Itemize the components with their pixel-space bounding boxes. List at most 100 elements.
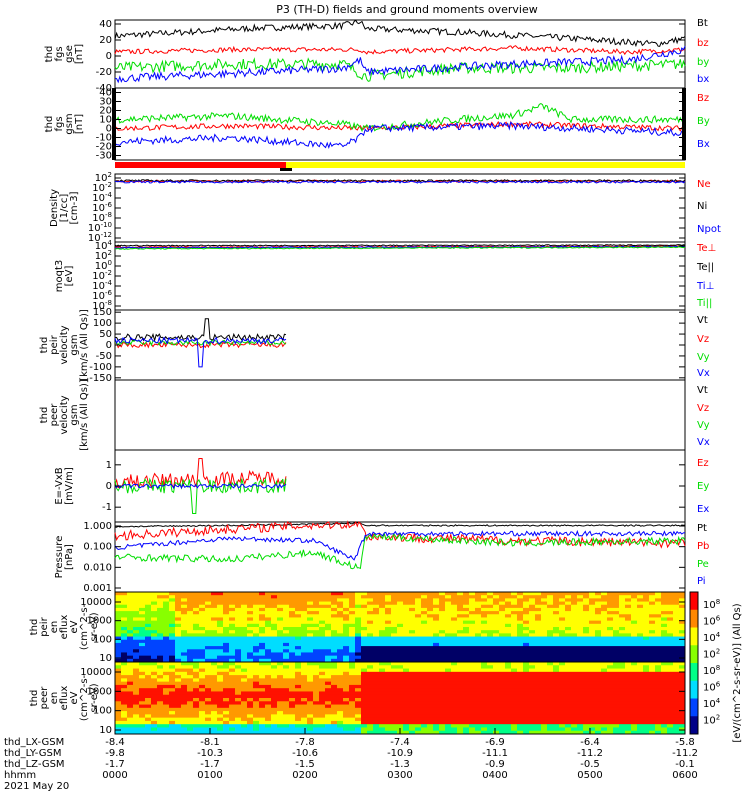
heatmap-cell xyxy=(229,691,236,696)
heatmap-cell xyxy=(325,665,332,670)
heatmap-cell xyxy=(289,707,296,712)
heatmap-cell xyxy=(595,727,602,732)
heatmap-cell xyxy=(271,620,278,625)
heatmap-cell xyxy=(601,595,608,599)
heatmap-cell xyxy=(553,604,560,609)
heatmap-cell xyxy=(199,684,206,689)
heatmap-cell xyxy=(313,620,320,625)
heatmap-cell xyxy=(583,630,590,634)
heatmap-cell xyxy=(301,681,308,686)
heatmap-cell xyxy=(403,658,410,663)
heatmap-cell xyxy=(337,711,344,715)
heatmap-cell xyxy=(523,707,530,712)
heatmap-cell xyxy=(367,698,374,702)
heatmap-cell xyxy=(349,655,356,660)
heatmap-cell xyxy=(511,601,518,606)
heatmap-cell xyxy=(211,614,218,618)
heatmap-cell xyxy=(373,707,380,712)
legend-Ez: Ez xyxy=(697,458,709,469)
heatmap-cell xyxy=(361,655,368,660)
heatmap-cell xyxy=(157,649,164,653)
heatmap-cell xyxy=(313,694,320,699)
heatmap-cell xyxy=(271,714,278,719)
heatmap-cell xyxy=(655,671,662,676)
heatmap-cell xyxy=(121,620,128,625)
heatmap-cell xyxy=(397,701,404,706)
heatmap-cell xyxy=(265,678,272,683)
heatmap-cell xyxy=(391,701,398,706)
heatmap-cell xyxy=(559,636,566,641)
heatmap-cell xyxy=(607,604,614,609)
heatmap-cell xyxy=(277,620,284,625)
heatmap-cell xyxy=(403,681,410,686)
heatmap-cell xyxy=(637,604,644,609)
heatmap-cell xyxy=(511,655,518,660)
heatmap-cell xyxy=(211,698,218,702)
colorbar-tick-exponent: 4 xyxy=(716,697,721,705)
heatmap-cell xyxy=(535,604,542,609)
heatmap-cell xyxy=(523,668,530,673)
heatmap-cell xyxy=(607,662,614,666)
heatmap-cell xyxy=(169,649,176,653)
heatmap-cell xyxy=(553,655,560,660)
heatmap-cell xyxy=(133,668,140,673)
heatmap-cell xyxy=(145,646,152,650)
heatmap-cell xyxy=(667,714,674,719)
heatmap-cell xyxy=(679,627,686,631)
heatmap-cell xyxy=(151,601,158,606)
heatmap-cell xyxy=(535,617,542,622)
heatmap-cell xyxy=(679,671,686,676)
heatmap-cell xyxy=(415,678,422,683)
heatmap-cell xyxy=(643,658,650,663)
heatmap-cell xyxy=(283,655,290,660)
heatmap-cell xyxy=(439,717,446,722)
ylabel-line: sr-eV) xyxy=(89,612,100,641)
heatmap-cell xyxy=(163,646,170,650)
heatmap-cell xyxy=(409,720,416,725)
ylabel-line: [mV/m] xyxy=(64,467,75,505)
ytick-label: -20 xyxy=(96,142,112,153)
heatmap-cell xyxy=(277,611,284,615)
heatmap-cell xyxy=(163,665,170,670)
heatmap-cell xyxy=(379,601,386,606)
heatmap-cell xyxy=(373,604,380,609)
heatmap-cell xyxy=(547,727,554,732)
heatmap-cell xyxy=(577,711,584,715)
heatmap-cell xyxy=(613,707,620,712)
heatmap-cell xyxy=(457,658,464,663)
heatmap-cell xyxy=(139,698,146,702)
heatmap-cell xyxy=(139,601,146,606)
heatmap-cell xyxy=(199,620,206,625)
heatmap-cell xyxy=(343,655,350,660)
heatmap-cell xyxy=(541,727,548,732)
heatmap-cell xyxy=(565,678,572,683)
heatmap-cell xyxy=(283,598,290,603)
heatmap-cell xyxy=(523,639,530,644)
heatmap-cell xyxy=(505,698,512,702)
heatmap-cell xyxy=(517,623,524,628)
heatmap-cell xyxy=(529,720,536,725)
heatmap-cell xyxy=(445,630,452,634)
heatmap-cell xyxy=(655,714,662,719)
heatmap-cell xyxy=(415,649,422,653)
heatmap-cell xyxy=(223,665,230,670)
heatmap-cell xyxy=(259,675,266,679)
heatmap-cell xyxy=(439,727,446,732)
heatmap-cell xyxy=(583,678,590,683)
heatmap-cell xyxy=(571,665,578,670)
heatmap-cell xyxy=(241,658,248,663)
heatmap-cell xyxy=(487,649,494,653)
heatmap-cell xyxy=(619,720,626,725)
ytick-exponent: -10 xyxy=(101,221,112,229)
heatmap-cell xyxy=(511,724,518,728)
heatmap-cell xyxy=(637,727,644,732)
heatmap-cell xyxy=(667,658,674,663)
heatmap-cell xyxy=(193,678,200,683)
heatmap-cell xyxy=(349,714,356,719)
heatmap-cell xyxy=(607,665,614,670)
heatmap-cell xyxy=(631,617,638,622)
heatmap-cell xyxy=(169,671,176,676)
heatmap-cell xyxy=(481,698,488,702)
heatmap-cell xyxy=(511,592,518,596)
heatmap-cell xyxy=(505,688,512,692)
